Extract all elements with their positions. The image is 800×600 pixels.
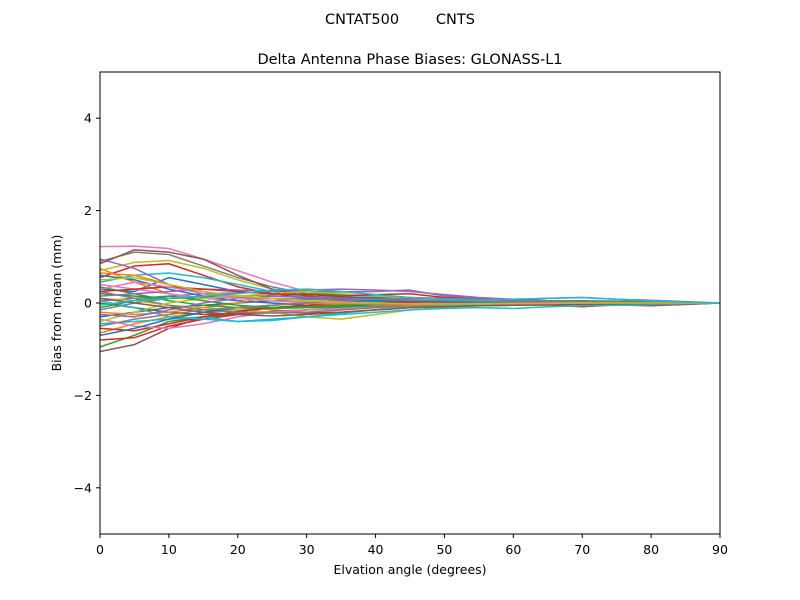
x-tick-label: 90 xyxy=(712,542,728,557)
y-axis-label: Bias from mean (mm) xyxy=(49,235,64,372)
series-line-39 xyxy=(100,276,720,305)
x-axis-label: Elvation angle (degrees) xyxy=(333,562,486,577)
y-tick-label: 4 xyxy=(84,111,92,126)
x-tick-label: 10 xyxy=(161,542,177,557)
x-tick-label: 0 xyxy=(96,542,104,557)
y-tick-label: −4 xyxy=(74,480,92,495)
series-line-40 xyxy=(100,288,720,307)
x-tick-label: 80 xyxy=(643,542,659,557)
series-line-38 xyxy=(100,297,720,327)
y-tick-label: 2 xyxy=(84,203,92,218)
y-tick-label: 0 xyxy=(84,296,92,311)
x-tick-label: 40 xyxy=(368,542,384,557)
x-axis: 0 10 20 30 40 50 60 70 80 90 xyxy=(96,534,728,557)
x-tick-label: 20 xyxy=(230,542,246,557)
chart-title: Delta Antenna Phase Biases: GLONASS-L1 xyxy=(257,52,562,68)
x-tick-label: 70 xyxy=(574,542,590,557)
series-layer xyxy=(100,245,720,353)
series-line-36 xyxy=(100,297,720,317)
x-tick-label: 30 xyxy=(299,542,315,557)
x-tick-label: 50 xyxy=(436,542,452,557)
y-tick-label: −2 xyxy=(74,388,92,403)
y-axis: −4 −2 0 2 4 xyxy=(74,111,100,495)
chart-suptitle: CNTAT500 CNTS xyxy=(325,12,475,28)
x-tick-label: 60 xyxy=(505,542,521,557)
series-line-8 xyxy=(100,251,720,304)
